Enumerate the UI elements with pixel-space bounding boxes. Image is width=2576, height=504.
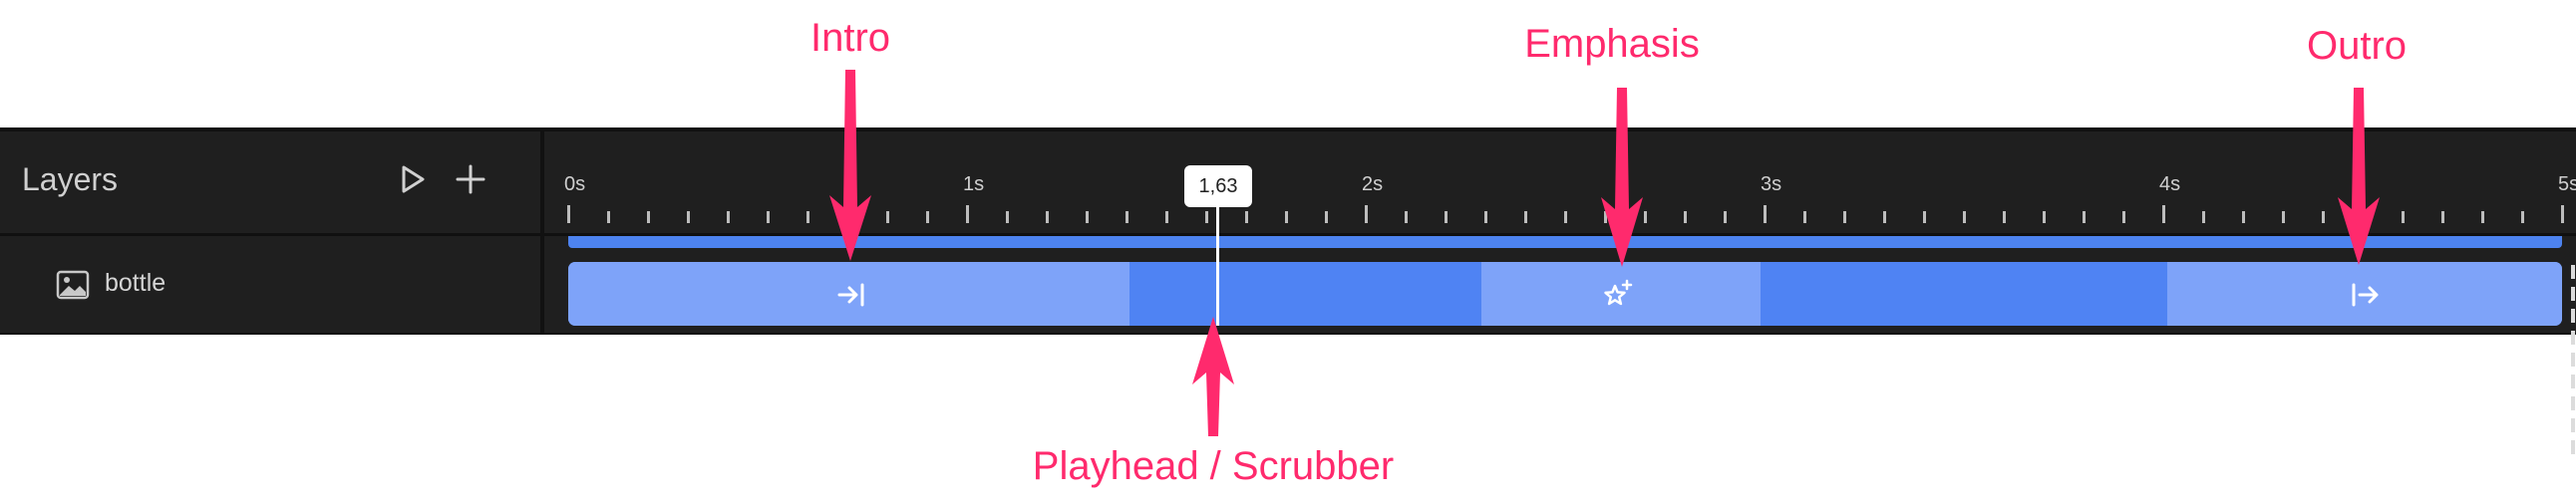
ruler-minor-tick xyxy=(607,211,610,223)
ruler-minor-tick xyxy=(926,211,929,223)
ruler-minor-tick xyxy=(1803,211,1806,223)
intro-annotation: Intro xyxy=(809,16,891,60)
ruler-label: 5s xyxy=(2558,173,2576,195)
outro-icon[interactable] xyxy=(2347,278,2381,312)
ruler-minor-tick xyxy=(1245,211,1248,223)
ruler-minor-tick xyxy=(1126,211,1128,223)
ruler-minor-tick xyxy=(1006,211,1009,223)
ruler-minor-tick xyxy=(1644,211,1647,223)
ruler-minor-tick xyxy=(1963,211,1966,223)
plus-icon xyxy=(456,164,485,194)
ruler-minor-tick xyxy=(1046,211,1049,223)
add-layer-button[interactable] xyxy=(451,159,490,199)
ruler-label: 1s xyxy=(963,173,985,195)
intro-icon[interactable] xyxy=(835,278,869,312)
panel-divider xyxy=(540,131,544,333)
ruler-label: 0s xyxy=(564,173,586,195)
ruler-minor-tick xyxy=(1484,211,1487,223)
play-button[interactable] xyxy=(393,159,433,199)
ruler-minor-tick xyxy=(2122,211,2125,223)
ruler-minor-tick xyxy=(2441,211,2444,223)
playhead-annotation: Playhead / Scrubber xyxy=(1032,444,1395,488)
ruler-minor-tick xyxy=(2003,211,2006,223)
ruler-major-tick xyxy=(1365,205,1368,223)
ruler-minor-tick xyxy=(1604,211,1607,223)
ruler-minor-tick xyxy=(1524,211,1527,223)
ruler-minor-tick xyxy=(2043,211,2046,223)
ruler-minor-tick xyxy=(806,211,809,223)
ruler-minor-tick xyxy=(1843,211,1846,223)
ruler-major-tick xyxy=(567,205,570,223)
ruler-minor-tick xyxy=(1205,211,1208,223)
ruler-major-tick xyxy=(966,205,969,223)
ruler-minor-tick xyxy=(1086,211,1089,223)
ruler-minor-tick xyxy=(767,211,770,223)
ruler-major-tick xyxy=(2162,205,2165,223)
layers-header: Layers xyxy=(0,131,540,236)
ruler-minor-tick xyxy=(647,211,650,223)
outro-annotation: Outro xyxy=(2306,24,2408,68)
ruler-minor-tick xyxy=(727,211,730,223)
layer-name: bottle xyxy=(105,269,166,297)
ruler-minor-tick xyxy=(1165,211,1168,223)
ruler-minor-tick xyxy=(1724,211,1727,223)
ruler-minor-tick xyxy=(1564,211,1567,223)
timeline-panel: Layers bottle 0s 1s 2s 3s 4s 5s xyxy=(0,127,2576,454)
emphasis-icon[interactable] xyxy=(1601,278,1635,312)
image-icon xyxy=(56,270,90,300)
ruler-minor-tick xyxy=(2242,211,2245,223)
ruler-minor-tick xyxy=(2282,211,2285,223)
ruler-minor-tick xyxy=(1684,211,1687,223)
ruler-minor-tick xyxy=(886,211,889,223)
ruler-minor-tick xyxy=(1405,211,1408,223)
ruler-minor-tick xyxy=(1923,211,1926,223)
time-ruler[interactable]: 0s 1s 2s 3s 4s 5s xyxy=(544,131,2576,236)
ruler-minor-tick xyxy=(1325,211,1328,223)
emphasis-segment[interactable] xyxy=(1481,262,1761,326)
layer-duration-bar[interactable] xyxy=(568,236,2562,248)
outro-segment[interactable] xyxy=(2167,262,2562,326)
ruler-major-tick xyxy=(1764,205,1767,223)
ruler-minor-tick xyxy=(846,211,849,223)
ruler-minor-tick xyxy=(2083,211,2086,223)
playhead-arrow xyxy=(1192,317,1234,436)
ruler-minor-tick xyxy=(1445,211,1448,223)
layer-row-bottle[interactable]: bottle xyxy=(0,236,540,333)
ruler-minor-tick xyxy=(1883,211,1886,223)
ruler-minor-tick xyxy=(1285,211,1288,223)
intro-segment[interactable] xyxy=(568,262,1129,326)
playhead-line[interactable] xyxy=(1216,206,1219,326)
ruler-minor-tick xyxy=(687,211,690,223)
ruler-minor-tick xyxy=(2202,211,2205,223)
emphasis-annotation: Emphasis xyxy=(1524,22,1700,66)
right-edge-handle[interactable] xyxy=(2570,259,2576,460)
ruler-minor-tick xyxy=(2362,211,2365,223)
ruler-label: 3s xyxy=(1761,173,1782,195)
ruler-major-tick xyxy=(2561,205,2564,223)
animation-clip[interactable] xyxy=(568,262,2562,326)
layers-title: Layers xyxy=(22,161,119,197)
ruler-label: 2s xyxy=(1362,173,1384,195)
ruler-minor-tick xyxy=(2322,211,2325,223)
play-icon xyxy=(402,165,425,193)
playhead-time-label[interactable]: 1,63 xyxy=(1184,165,1252,207)
ruler-minor-tick xyxy=(2481,211,2484,223)
ruler-label: 4s xyxy=(2159,173,2181,195)
ruler-minor-tick xyxy=(2521,211,2524,223)
ruler-minor-tick xyxy=(2402,211,2405,223)
